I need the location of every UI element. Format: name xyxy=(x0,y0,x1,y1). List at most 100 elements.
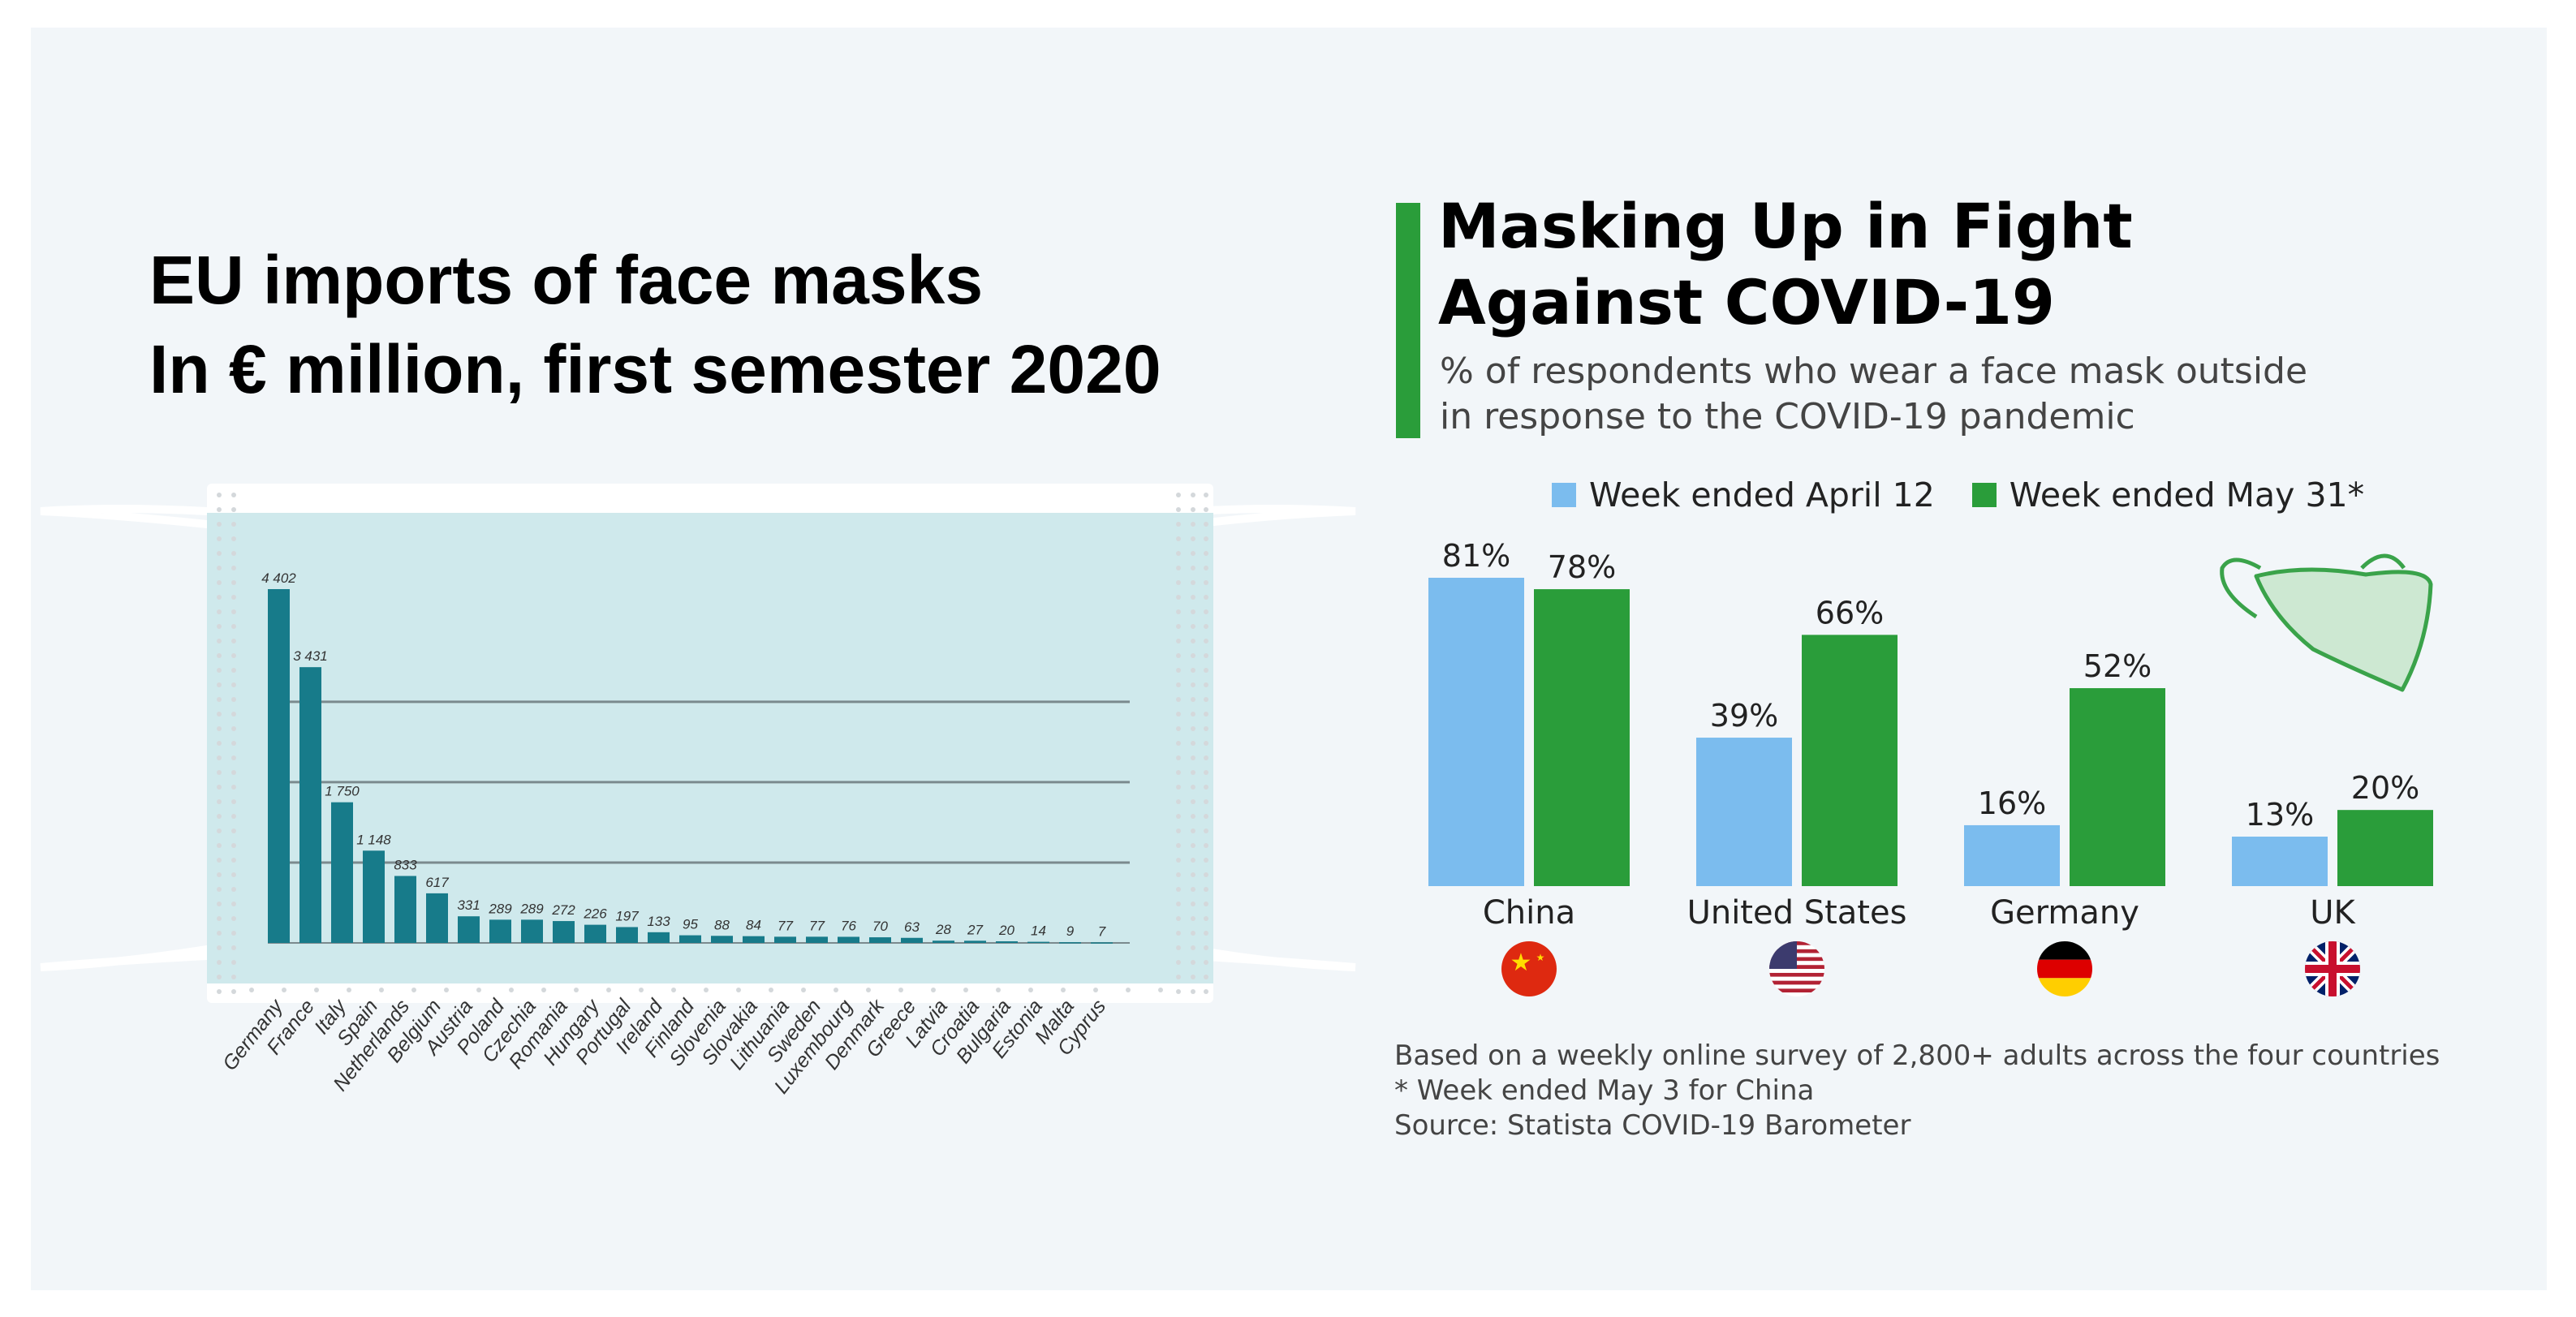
bar-czechia xyxy=(521,919,543,943)
bar-romania xyxy=(553,921,575,943)
value-label-italy: 1 750 xyxy=(325,784,360,799)
mask-survey-chart: 81% 78% 39% 66% 16% 52% 13% 20% China United Stat… xyxy=(1428,538,2433,996)
bar-bulgaria xyxy=(996,941,1018,943)
mask-strap-bottom-left xyxy=(40,945,211,971)
bar-spain xyxy=(363,850,385,943)
bar-slovakia xyxy=(743,936,765,943)
value-label-china-may: 78% xyxy=(1548,549,1616,585)
value-label-romania: 272 xyxy=(551,902,575,918)
mask-strap-bottom-right xyxy=(1189,945,1356,971)
bar-greece xyxy=(901,937,923,943)
face-mask-illustration xyxy=(40,484,1356,1003)
bar-china-may xyxy=(1534,589,1630,886)
value-label-uk-may: 20% xyxy=(2351,770,2419,806)
left-chart-title: EU imports of face masks In € million, f… xyxy=(149,235,1161,414)
note-source: Source: Statista COVID-19 Barometer xyxy=(1394,1109,1911,1142)
bar-estonia xyxy=(1027,941,1049,944)
bar-slovenia xyxy=(711,936,733,943)
bar-portugal xyxy=(616,927,638,943)
subtitle-line2: in response to the COVID-19 pandemic xyxy=(1440,396,2135,437)
value-label-portugal: 197 xyxy=(615,908,639,923)
value-label-germany-may: 52% xyxy=(2083,648,2152,684)
bar-germany-april xyxy=(1964,824,2060,886)
category-labels: China United States Germany UK xyxy=(1483,894,2357,932)
value-label-netherlands: 833 xyxy=(394,857,417,872)
value-label-latvia: 28 xyxy=(935,922,951,937)
left-title-line2: In € million, first semester 2020 xyxy=(149,331,1161,407)
mask-strap-top-left xyxy=(40,505,211,528)
value-label-spain: 1 148 xyxy=(356,832,391,847)
legend-label-may: Week ended May 31* xyxy=(2009,476,2365,514)
value-label-hungary: 226 xyxy=(583,906,607,922)
value-label-estonia: 14 xyxy=(1031,923,1046,939)
bar-germany-may xyxy=(2070,688,2165,886)
uk-flag-icon xyxy=(2305,941,2360,996)
note-survey: Based on a weekly online survey of 2,800… xyxy=(1394,1039,2440,1072)
category-label-germany: Germany xyxy=(1990,894,2139,932)
value-label-united-states-may: 66% xyxy=(1816,595,1884,631)
value-label-finland: 95 xyxy=(683,917,698,932)
value-label-belgium: 617 xyxy=(425,875,449,890)
bar-hungary xyxy=(584,924,606,943)
bar-united-states-april xyxy=(1696,738,1792,886)
value-label-slovenia: 88 xyxy=(714,917,730,932)
bar-lithuania xyxy=(774,936,796,943)
bar-ireland xyxy=(648,932,670,943)
accent-bar xyxy=(1396,203,1420,438)
value-label-austria: 331 xyxy=(457,897,480,913)
value-label-france: 3 431 xyxy=(293,648,328,664)
value-label-malta: 9 xyxy=(1066,923,1075,939)
value-label-slovakia: 84 xyxy=(746,918,761,933)
category-label-united-states: United States xyxy=(1687,894,1907,932)
mask-fill xyxy=(207,513,1213,983)
bar-poland xyxy=(489,919,511,943)
mask-strap-top-right xyxy=(1189,505,1356,528)
germany-flag-icon xyxy=(2037,941,2092,996)
bar-china-april xyxy=(1428,578,1524,886)
note-china: * Week ended May 3 for China xyxy=(1394,1074,1815,1107)
face-mask-icon xyxy=(2220,553,2433,692)
value-labels: 81% 78% 39% 66% 16% 52% 13% 20% xyxy=(1442,538,2419,833)
bar-luxembourg xyxy=(838,936,859,943)
value-label-luxembourg: 76 xyxy=(841,918,856,933)
value-label-bulgaria: 20 xyxy=(998,923,1014,938)
china-flag-icon: ★ ★ xyxy=(1501,941,1557,996)
bar-finland xyxy=(679,935,701,943)
bar-italy xyxy=(331,802,353,943)
bar-united-states-may xyxy=(1802,635,1898,886)
value-label-poland: 289 xyxy=(488,901,512,916)
bar-belgium xyxy=(426,893,448,943)
category-label-china: China xyxy=(1483,894,1575,932)
bar-france xyxy=(299,667,321,943)
usa-flag-icon xyxy=(1769,941,1824,996)
svg-text:★: ★ xyxy=(1510,949,1532,977)
value-label-lithuania: 77 xyxy=(778,918,793,933)
chart-notes: Based on a weekly online survey of 2,800… xyxy=(1394,1039,2440,1143)
bar-uk-may xyxy=(2337,810,2433,886)
bar-malta xyxy=(1059,942,1081,944)
mask-stitching xyxy=(217,493,1208,994)
bar-croatia xyxy=(964,940,986,943)
subtitle-line1: % of respondents who wear a face mask ou… xyxy=(1440,351,2308,392)
value-label-united-states-april: 39% xyxy=(1710,698,1778,734)
legend-label-april: Week ended April 12 xyxy=(1589,476,1935,514)
bar-denmark xyxy=(869,937,891,943)
right-chart-subtitle: % of respondents who wear a face mask ou… xyxy=(1440,349,2414,440)
bar-netherlands xyxy=(394,876,416,943)
value-label-china-april: 81% xyxy=(1442,538,1510,574)
gridlines xyxy=(268,700,1130,864)
bar-uk-april xyxy=(2232,837,2328,886)
svg-text:★: ★ xyxy=(1536,952,1545,963)
value-label-germany-april: 16% xyxy=(1978,785,2046,821)
bars xyxy=(268,589,1113,944)
category-labels: GermanyFranceItalySpainNetherlandsBelgiu… xyxy=(218,994,1110,1098)
legend-item-april: Week ended April 12 xyxy=(1552,476,1935,514)
category-label-uk: UK xyxy=(2310,894,2356,932)
value-label-cyprus: 7 xyxy=(1098,923,1106,939)
left-title-line1: EU imports of face masks xyxy=(149,242,984,318)
legend-swatch-blue xyxy=(1552,483,1576,507)
bar-cyprus xyxy=(1091,942,1113,944)
value-label-sweden: 77 xyxy=(809,918,825,933)
